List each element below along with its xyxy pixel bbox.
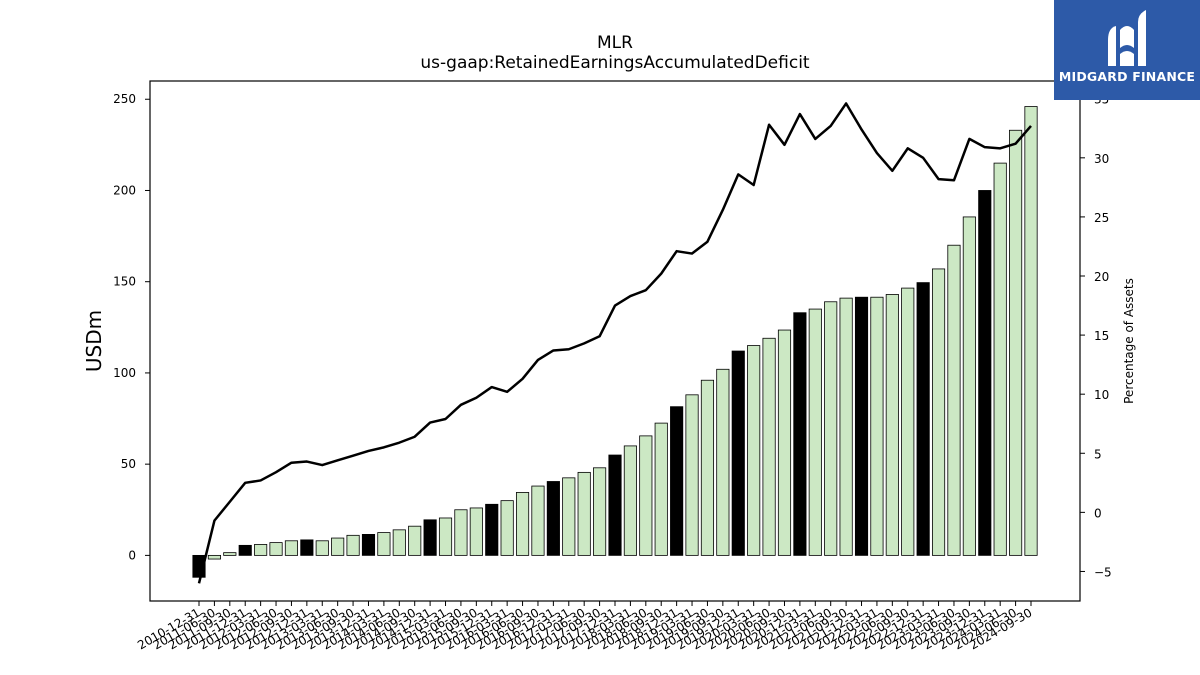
bar [870, 296, 884, 556]
bar [346, 534, 360, 556]
y2-tick-label: 20 [1094, 270, 1109, 284]
bar [747, 345, 761, 556]
bar [670, 406, 684, 556]
bar [515, 492, 530, 556]
bar [1009, 129, 1023, 556]
y-tick-label: 0 [128, 548, 136, 562]
y-axis-label-right: Percentage of Assets [1122, 278, 1136, 404]
bar [762, 337, 776, 556]
bar [531, 485, 545, 556]
bar [608, 454, 622, 556]
bar [254, 544, 268, 556]
midgard-logo-icon [1108, 10, 1146, 66]
y2-tick-label: 25 [1094, 211, 1109, 225]
x-axis-ticks: 2010-12-312011-06-302011-09-302011-12-31… [135, 601, 1035, 652]
bar [485, 503, 499, 556]
y2-tick-label: 0 [1094, 506, 1102, 520]
bar [238, 544, 252, 556]
y2-tick-label: 15 [1094, 329, 1109, 343]
bar [377, 532, 391, 556]
logo-text: MIDGARD FINANCE [1058, 69, 1196, 84]
bar [300, 539, 314, 556]
bar [207, 554, 221, 560]
bar [500, 500, 514, 556]
bar [885, 294, 899, 556]
bar [962, 216, 976, 556]
bar [931, 268, 946, 556]
chart-title: MLR [597, 33, 633, 53]
y2-tick-label: 5 [1094, 447, 1102, 461]
bar [269, 542, 283, 556]
bar [947, 244, 961, 556]
bar [284, 540, 299, 556]
y-tick-label: 150 [113, 275, 136, 289]
midgard-finance-logo: MIDGARD FINANCE [1054, 0, 1200, 100]
y-tick-label: 100 [113, 366, 136, 380]
y-tick-label: 250 [113, 92, 136, 106]
bar [654, 422, 668, 556]
bar [331, 537, 345, 556]
right-axis-ticks: −505101520253035 [1080, 93, 1112, 579]
y-tick-label: 200 [113, 183, 136, 197]
bar [469, 507, 483, 556]
percentage-line [197, 102, 1032, 584]
bar [901, 287, 915, 556]
left-axis-ticks: 0 50 100 150 200 250 [113, 92, 150, 562]
bar [916, 282, 930, 556]
bar [1024, 106, 1038, 556]
bar [223, 552, 237, 556]
bar [577, 471, 591, 556]
line-layer [197, 102, 1032, 584]
y-axis-label-left: USDm [82, 310, 106, 372]
bar [685, 394, 699, 556]
bar [392, 529, 406, 556]
bar [408, 525, 422, 556]
bar [854, 296, 869, 556]
bar [978, 190, 992, 556]
bar [793, 312, 807, 556]
bar [777, 329, 792, 556]
bar [839, 297, 853, 556]
bar [639, 435, 653, 556]
y2-tick-label: 30 [1094, 152, 1109, 166]
bar [361, 534, 376, 556]
bar [623, 445, 637, 556]
bar [993, 162, 1007, 556]
y-tick-label: 50 [121, 457, 136, 471]
bar [808, 308, 822, 556]
y2-tick-label: −5 [1094, 565, 1112, 579]
bar [593, 467, 607, 556]
bars-layer [192, 106, 1038, 578]
bar [562, 477, 576, 556]
bar [423, 519, 437, 556]
bar [716, 368, 730, 556]
bar [700, 379, 715, 556]
bar [824, 301, 838, 556]
bar [315, 540, 329, 556]
bar [546, 481, 560, 556]
bar [438, 517, 453, 556]
bar [454, 509, 468, 556]
y2-tick-label: 10 [1094, 388, 1109, 402]
bar [731, 350, 745, 556]
chart-subtitle: us-gaap:RetainedEarningsAccumulatedDefic… [420, 53, 810, 73]
